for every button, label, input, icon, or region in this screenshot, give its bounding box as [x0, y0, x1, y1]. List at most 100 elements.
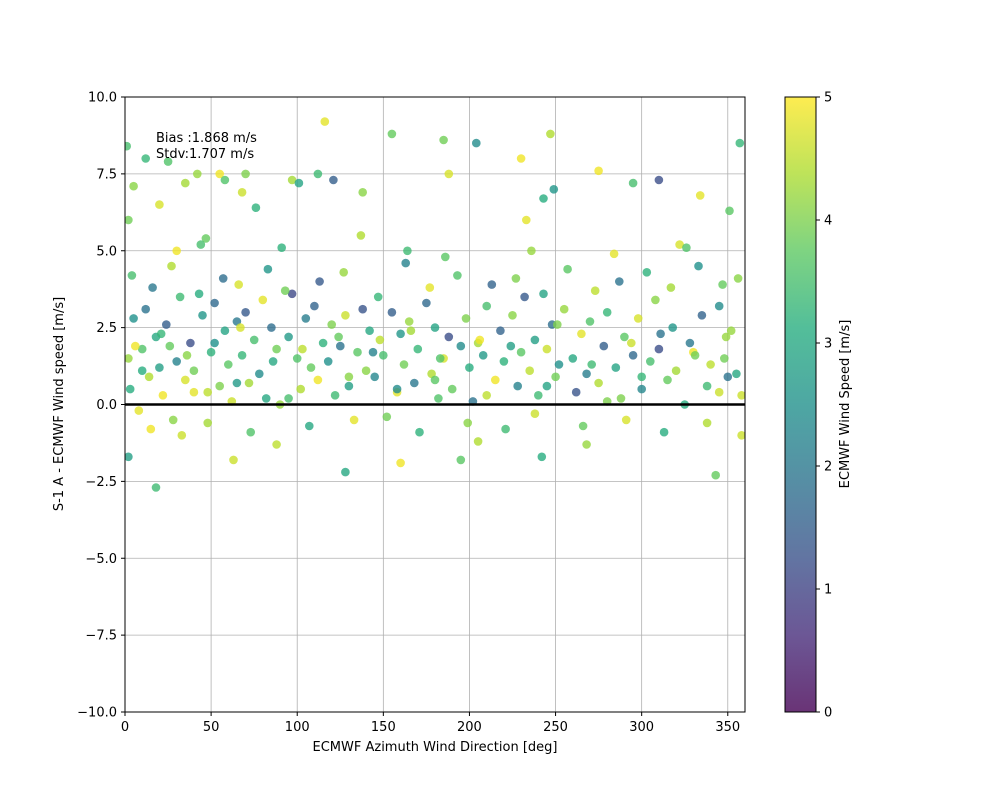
y-axis-label: S-1 A - ECMWF Wind speed [m/s]	[52, 297, 67, 511]
scatter-point	[627, 338, 636, 348]
scatter-point	[651, 295, 660, 305]
x-tick-label: 250	[543, 720, 568, 735]
scatter-point	[261, 394, 271, 403]
bias-annotation: Bias :1.868 m/s	[156, 131, 257, 146]
scatter-point	[441, 252, 450, 262]
scatter-point	[370, 372, 380, 382]
scatter-point	[585, 317, 595, 326]
scatter-point	[292, 354, 302, 363]
scatter-point	[506, 341, 516, 351]
scatter-point	[530, 409, 540, 419]
scatter-point	[134, 406, 144, 415]
scatter-point	[365, 326, 374, 336]
scatter-point	[382, 412, 392, 422]
scatter-point	[272, 344, 281, 354]
scatter-point	[318, 338, 328, 348]
scatter-point	[656, 329, 665, 339]
scatter-point	[267, 323, 276, 332]
scatter-point	[251, 203, 261, 212]
scatter-point	[539, 194, 548, 203]
scatter-point	[695, 191, 705, 200]
scatter-point	[620, 332, 629, 342]
scatter-point	[368, 347, 378, 357]
scatter-point	[718, 280, 727, 289]
scatter-point	[272, 440, 281, 449]
scatter-point	[522, 215, 531, 225]
scatter-point	[675, 240, 684, 249]
scatter-point	[399, 360, 409, 369]
scatter-point	[129, 181, 138, 191]
scatter-point	[401, 258, 411, 268]
colorbar-tick-label: 5	[824, 91, 832, 106]
scatter-point	[633, 314, 643, 323]
scatter-point	[236, 323, 245, 332]
scatter-point	[189, 366, 199, 376]
scatter-point	[444, 169, 454, 179]
x-tick-label: 350	[715, 720, 740, 735]
scatter-point	[587, 360, 596, 369]
scatter-point	[356, 231, 366, 240]
scatter-point	[387, 308, 397, 317]
scatter-point	[125, 452, 133, 462]
scatter-point	[723, 372, 733, 382]
scatter-point	[413, 344, 423, 354]
scatter-point	[415, 427, 424, 437]
x-axis-label: ECMWF Azimuth Wind Direction [deg]	[313, 740, 558, 755]
scatter-point	[215, 169, 224, 179]
scatter-point	[668, 323, 677, 332]
scatter-point	[334, 332, 343, 342]
scatter-point	[379, 351, 388, 360]
scatter-point	[425, 283, 435, 292]
scatter-point	[284, 332, 293, 342]
scatter-point	[156, 329, 166, 339]
scatter-point	[189, 387, 199, 397]
scatter-point	[478, 351, 488, 360]
scatter-point	[182, 351, 192, 360]
scatter-point	[263, 264, 273, 274]
scatter-point	[305, 421, 314, 431]
scatter-point	[392, 384, 402, 394]
scatter-point	[358, 304, 368, 314]
scatter-point	[313, 375, 323, 385]
scatter-point	[671, 366, 681, 376]
scatter-point	[482, 391, 492, 400]
scatter-point	[341, 467, 350, 477]
x-tick-label: 50	[203, 720, 220, 735]
scatter-point	[287, 175, 297, 185]
scatter-point	[456, 455, 466, 465]
scatter-point	[568, 354, 578, 363]
scatter-point	[737, 391, 745, 400]
scatter-point	[396, 458, 405, 468]
scatter-point	[162, 320, 171, 329]
scatter-point	[663, 375, 672, 385]
scatter-point	[666, 283, 676, 292]
scatter-point	[349, 415, 359, 425]
scatter-point	[637, 372, 646, 382]
scatter-point	[125, 354, 133, 363]
scatter-point	[659, 427, 669, 437]
scatter-point	[590, 286, 600, 296]
scatter-point	[602, 308, 612, 317]
scatter-point	[525, 366, 534, 376]
scatter-point	[158, 391, 168, 400]
scatter-point	[482, 301, 492, 311]
scatter-point	[732, 369, 741, 379]
scatter-point	[203, 418, 212, 428]
scatter-point	[534, 391, 543, 400]
scatter-point	[403, 246, 412, 256]
scatter-point	[542, 381, 552, 391]
scatter-point	[621, 415, 631, 425]
scatter-point	[396, 329, 405, 339]
scatter-point	[582, 440, 591, 449]
scatter-point	[646, 357, 655, 366]
scatter-point	[447, 384, 457, 394]
scatter-point	[244, 378, 254, 388]
scatter-point	[215, 381, 224, 391]
scatter-point	[125, 141, 131, 151]
scatter-point	[404, 317, 414, 326]
scatter-point	[284, 394, 293, 403]
scatter-point	[155, 200, 164, 209]
scatter-point	[475, 335, 485, 345]
scatter-point	[628, 178, 638, 188]
